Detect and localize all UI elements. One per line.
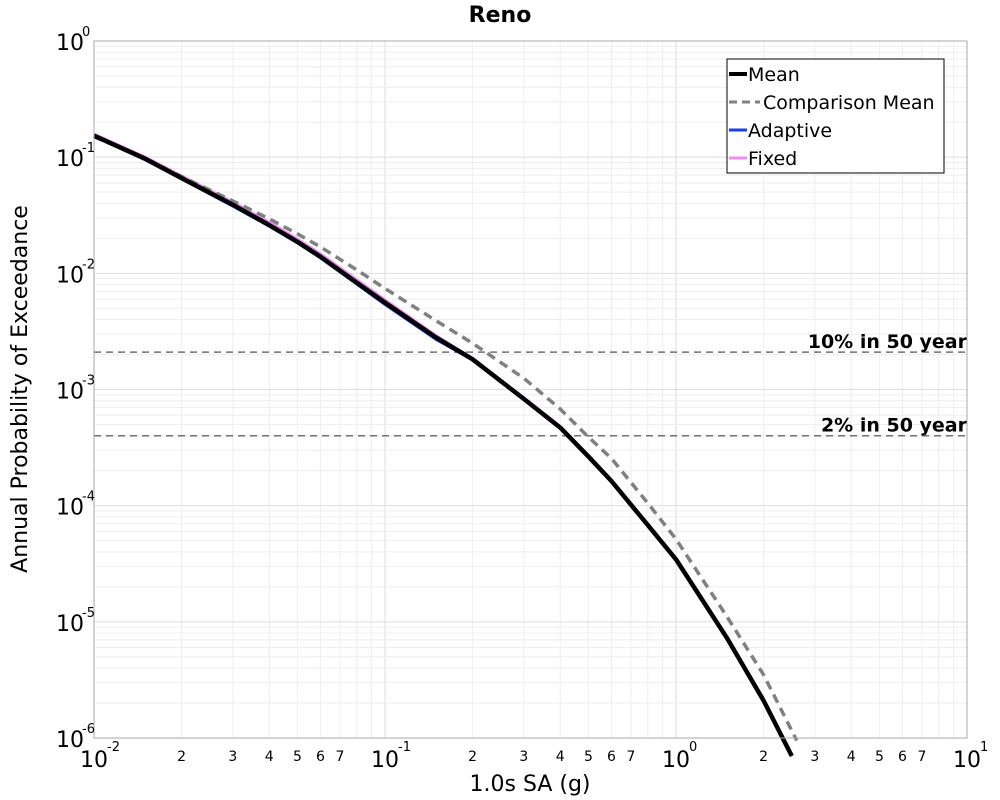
grid-lines bbox=[93, 41, 967, 739]
x-minor-tick-label: 3 bbox=[810, 749, 819, 765]
legend-label: Fixed bbox=[748, 148, 797, 170]
x-minor-tick-label: 6 bbox=[607, 749, 616, 765]
y-axis-label: Annual Probability of Exceedance bbox=[8, 205, 33, 573]
x-minor-tick-label: 6 bbox=[898, 749, 907, 765]
x-minor-tick-label: 3 bbox=[519, 749, 528, 765]
x-minor-tick-label: 7 bbox=[626, 749, 635, 765]
x-tick-label: 10 bbox=[662, 748, 690, 773]
x-minor-tick-label: 7 bbox=[335, 749, 344, 765]
reference-line-label: 2% in 50 year bbox=[821, 415, 968, 437]
x-minor-tick-label: 5 bbox=[875, 749, 884, 765]
x-minor-tick-label: 2 bbox=[759, 749, 768, 765]
x-tick-label: 10 bbox=[371, 748, 399, 773]
reference-line-label: 10% in 50 year bbox=[808, 331, 968, 353]
y-tick-label: 10 bbox=[56, 728, 84, 753]
x-minor-tick-label: 2 bbox=[177, 749, 186, 765]
x-minor-tick-label: 4 bbox=[556, 749, 565, 765]
y-tick-label: 10 bbox=[56, 263, 84, 288]
legend-label: Comparison Mean bbox=[763, 92, 935, 114]
x-minor-tick-label: 5 bbox=[584, 749, 593, 765]
legend-box bbox=[726, 58, 945, 174]
plot-frame bbox=[93, 40, 968, 739]
series-line-mean bbox=[93, 133, 794, 758]
y-tick-exponent: 0 bbox=[82, 25, 90, 40]
chart-title: Reno bbox=[469, 3, 532, 28]
x-minor-tick-label: 4 bbox=[847, 749, 856, 765]
plot-area bbox=[93, 132, 799, 758]
x-tick-exponent: 1 bbox=[980, 740, 988, 755]
y-tick-exponent: -1 bbox=[82, 141, 95, 156]
x-tick-exponent: -2 bbox=[107, 740, 120, 755]
y-tick-label: 10 bbox=[56, 147, 84, 172]
reference-lines: 10% in 50 year 2% in 50 year bbox=[94, 331, 968, 437]
y-tick-label: 10 bbox=[56, 31, 84, 56]
x-tick-label: 10 bbox=[80, 748, 108, 773]
x-minor-tick-label: 5 bbox=[293, 749, 302, 765]
y-tick-exponent: -6 bbox=[82, 722, 95, 737]
x-tick-exponent: -1 bbox=[398, 740, 411, 755]
x-tick-label: 10 bbox=[953, 748, 981, 773]
x-minor-tick-label: 6 bbox=[316, 749, 325, 765]
x-minor-tick-label: 4 bbox=[265, 749, 274, 765]
x-minor-tick-label: 7 bbox=[917, 749, 926, 765]
x-minor-tick-label: 3 bbox=[228, 749, 237, 765]
legend-label: Adaptive bbox=[748, 120, 832, 142]
y-tick-exponent: -4 bbox=[82, 490, 95, 505]
x-minor-tick-label: 2 bbox=[468, 749, 477, 765]
series-line-adaptive bbox=[93, 134, 794, 757]
y-tick-label: 10 bbox=[56, 496, 84, 521]
series-line-comparison-mean bbox=[93, 135, 799, 742]
x-axis-label: 1.0s SA (g) bbox=[470, 772, 591, 797]
x-tick-exponent: 0 bbox=[689, 740, 697, 755]
legend-label: Mean bbox=[748, 64, 800, 86]
y-tick-exponent: -2 bbox=[82, 257, 95, 272]
legend: Mean Comparison Mean Adaptive Fixed bbox=[726, 58, 945, 174]
y-tick-exponent: -5 bbox=[82, 606, 95, 621]
y-tick-label: 10 bbox=[56, 612, 84, 637]
y-tick-label: 10 bbox=[56, 380, 84, 405]
series-line-fixed bbox=[93, 132, 794, 757]
y-tick-exponent: -3 bbox=[82, 374, 95, 389]
